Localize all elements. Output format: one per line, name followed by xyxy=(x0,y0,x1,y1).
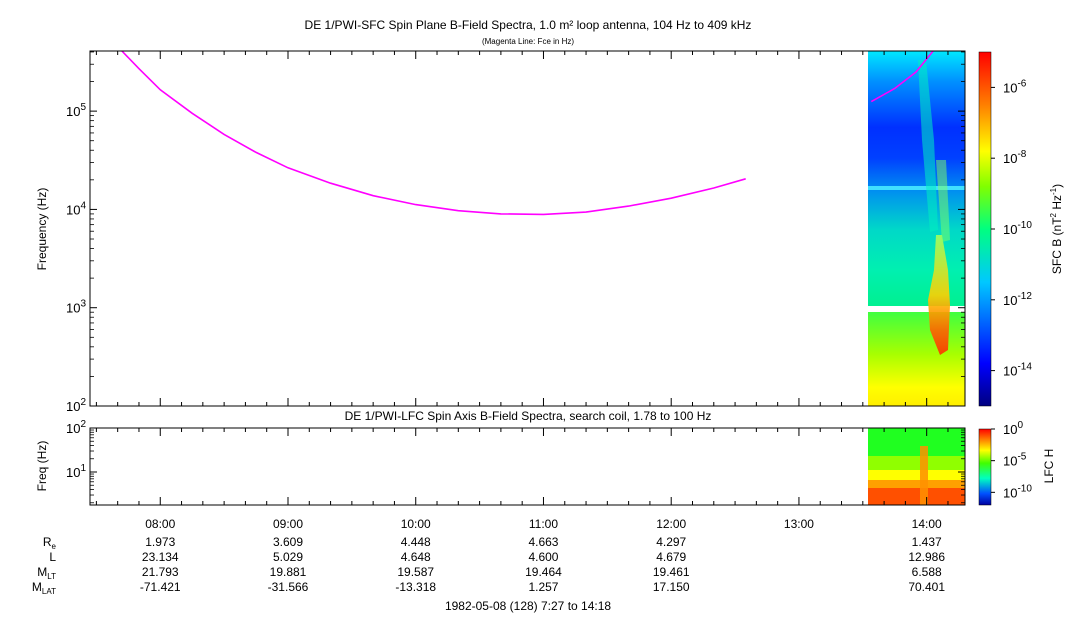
colorbar-tick-label: 10-8 xyxy=(1003,149,1027,166)
y-tick-label: 101 xyxy=(66,463,86,480)
bottom-spectrum-band-2 xyxy=(868,456,965,470)
ephemeris-value: -31.566 xyxy=(268,580,309,594)
time-tick-label: 09:00 xyxy=(273,517,303,531)
ephemeris-value: -13.318 xyxy=(395,580,436,594)
bottom-title: DE 1/PWI-LFC Spin Axis B-Field Spectra, … xyxy=(345,409,712,423)
time-tick-label: 13:00 xyxy=(784,517,814,531)
ephemeris-value: 1.437 xyxy=(912,535,942,549)
ephemeris-value: 19.464 xyxy=(525,565,562,579)
colorbar-tick-label: 10-10 xyxy=(1003,483,1032,500)
fce-line-1 xyxy=(121,51,746,216)
top-plot-frame xyxy=(89,50,966,407)
time-tick-label: 12:00 xyxy=(656,517,686,531)
bottom-spectrum-band-4 xyxy=(868,480,965,488)
colorbar-tick-label: 10-12 xyxy=(1003,291,1032,308)
ephemeris-value: 19.461 xyxy=(653,565,690,579)
ephemeris-value: -71.421 xyxy=(140,580,181,594)
top-spectrum-lower xyxy=(868,312,965,406)
top-emission-column xyxy=(918,60,938,232)
top-colorbar-label: SFC B (nT2 Hz-1) xyxy=(1049,184,1064,274)
ephemeris-value: 19.587 xyxy=(397,565,434,579)
ephemeris-value: 4.679 xyxy=(656,550,686,564)
ephemeris-row-label: MLAT xyxy=(32,580,56,596)
ephemeris-value: 12.986 xyxy=(908,550,945,564)
ephemeris-value: 3.609 xyxy=(273,535,303,549)
ephemeris-value: 1.973 xyxy=(145,535,175,549)
fce-line-2 xyxy=(870,51,934,103)
top-title: DE 1/PWI-SFC Spin Plane B-Field Spectra,… xyxy=(305,18,752,32)
ephemeris-row-label: MLT xyxy=(37,565,56,581)
ephemeris-value: 4.663 xyxy=(528,535,558,549)
time-tick-label: 14:00 xyxy=(912,517,942,531)
ephemeris-row-label: Re xyxy=(43,535,57,551)
y-tick-label: 105 xyxy=(66,102,86,119)
time-tick-label: 11:00 xyxy=(529,517,558,531)
y-tick-label: 104 xyxy=(66,200,86,217)
top-y-axis-label: Frequency (Hz) xyxy=(35,188,49,271)
fce-curve-layer xyxy=(121,51,934,216)
ephemeris-value: 1.257 xyxy=(528,580,558,594)
colorbar-tick-label: 100 xyxy=(1003,420,1023,437)
ephemeris-value: 4.648 xyxy=(401,550,431,564)
ephemeris-row-label: L xyxy=(49,550,56,564)
top-colorbar xyxy=(978,51,992,407)
ephemeris-value: 4.600 xyxy=(528,550,558,564)
colorbar-tick-label: 10-5 xyxy=(1003,452,1027,469)
ephemeris-value: 19.881 xyxy=(270,565,307,579)
top-spectrum-band xyxy=(868,186,965,190)
bottom-colorbar-ticks: 100 10-5 10-10 xyxy=(991,420,1032,500)
bottom-spectrum-band-5 xyxy=(868,488,965,505)
bottom-spectrogram-image xyxy=(868,428,965,505)
colorbar-tick-label: 10-10 xyxy=(1003,220,1032,237)
top-emission-column-2 xyxy=(936,160,950,242)
time-tick-label: 08:00 xyxy=(145,517,175,531)
ephemeris-value: 5.029 xyxy=(273,550,303,564)
bottom-emission-spike xyxy=(920,446,928,505)
bottom-y-ticks: 101 102 xyxy=(66,419,965,504)
ephemeris-value: 21.793 xyxy=(142,565,179,579)
time-axis-labels: 08:00 09:00 10:00 11:00 12:00 13:00 14:00 xyxy=(145,517,942,531)
top-spectrum-gap xyxy=(868,306,965,312)
ephemeris-value: 4.448 xyxy=(401,535,431,549)
bottom-x-ticks xyxy=(95,428,949,505)
y-tick-label: 103 xyxy=(66,299,86,316)
top-y-ticks: 102 103 104 105 xyxy=(66,51,965,414)
bottom-plot-frame xyxy=(89,427,966,506)
bottom-colorbar xyxy=(978,428,992,506)
top-colorbar-ticks: 10-6 10-8 10-10 10-12 10-14 xyxy=(991,78,1032,379)
top-x-ticks xyxy=(95,51,949,406)
bottom-spectrum-band-3 xyxy=(868,470,965,480)
top-subtitle: (Magenta Line: Fce in Hz) xyxy=(482,37,574,46)
y-tick-label: 102 xyxy=(66,419,86,436)
ephemeris-value: 4.297 xyxy=(656,535,686,549)
ephemeris-value: 23.134 xyxy=(142,550,179,564)
colorbar-tick-label: 10-14 xyxy=(1003,362,1032,379)
ephemeris-value: 17.150 xyxy=(653,580,690,594)
ephemeris-value: 70.401 xyxy=(908,580,945,594)
time-tick-label: 10:00 xyxy=(401,517,431,531)
ephemeris-value: 6.588 xyxy=(912,565,942,579)
ephemeris-table: Re 1.973 3.609 4.448 4.663 4.297 1.437 L 23.134 5… xyxy=(32,535,945,596)
bottom-y-axis-label: Freq (Hz) xyxy=(35,441,49,492)
top-spectrogram-image xyxy=(868,51,965,406)
bottom-colorbar-label: LFC H xyxy=(1042,449,1056,484)
top-emission-burst xyxy=(928,235,950,355)
time-range-caption: 1982-05-08 (128) 7:27 to 14:18 xyxy=(445,599,611,613)
y-tick-label: 102 xyxy=(66,397,86,414)
bottom-spectrum-band-1 xyxy=(868,428,965,456)
colorbar-tick-label: 10-6 xyxy=(1003,78,1027,95)
top-spectrum-upper xyxy=(868,51,965,306)
